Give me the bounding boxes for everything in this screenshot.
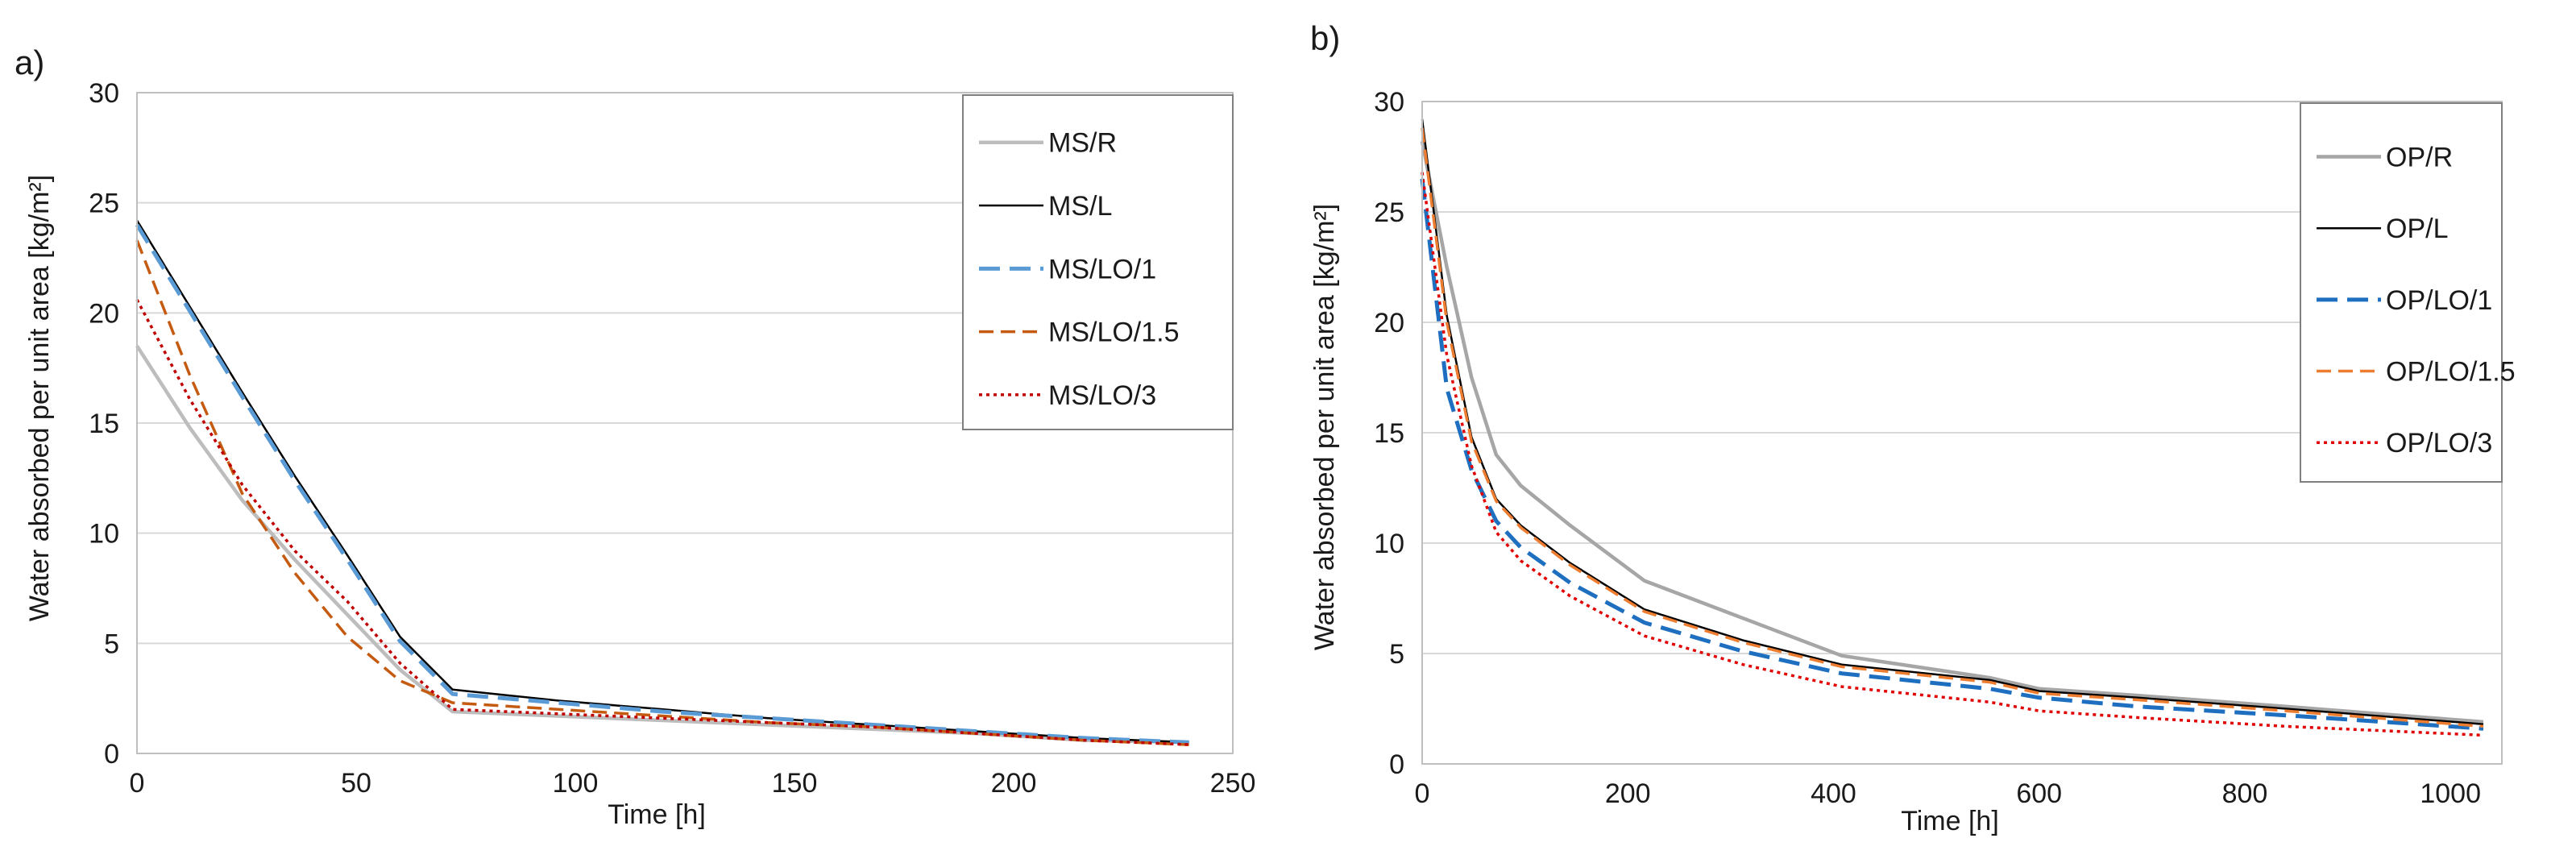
x-tick-label: 1000 bbox=[2420, 778, 2481, 809]
x-tick-label: 250 bbox=[1210, 768, 1256, 799]
legend-label: MS/R bbox=[1048, 128, 1117, 159]
x-tick-label: 100 bbox=[553, 768, 599, 799]
legend-label: OP/LO/1 bbox=[2386, 285, 2492, 316]
x-axis-title: Time [h] bbox=[608, 799, 706, 830]
series-lines bbox=[1420, 118, 2484, 737]
panel-label: a) bbox=[15, 44, 44, 81]
legend-label: MS/LO/1 bbox=[1048, 254, 1156, 284]
y-tick-label: 30 bbox=[89, 78, 119, 109]
legend-box bbox=[962, 94, 1234, 430]
y-tick-label: 20 bbox=[89, 298, 119, 329]
legend-label: OP/R bbox=[2386, 143, 2453, 173]
chart-panel-b: b) Water absorbed per unit area [kg/m²] … bbox=[1309, 19, 2516, 836]
series-lines bbox=[135, 219, 1189, 746]
legend: MS/R MS/L MS/LO/1 MS/LO/1.5 MS/LO/3 bbox=[962, 94, 1234, 430]
x-tick-label: 0 bbox=[130, 768, 145, 799]
x-tick-label: 50 bbox=[341, 768, 371, 799]
y-tick-label: 0 bbox=[104, 739, 119, 770]
x-tick-label: 200 bbox=[1605, 778, 1651, 809]
series-line bbox=[135, 239, 1189, 746]
series-line bbox=[1420, 178, 2484, 731]
series-line bbox=[1421, 172, 2484, 737]
chart-panel-a: a) Water absorbed per unit area [kg/m²] … bbox=[15, 44, 1255, 830]
panel-label: b) bbox=[1310, 19, 1340, 57]
y-tick-label: 30 bbox=[1374, 87, 1404, 118]
legend-label: MS/LO/1.5 bbox=[1048, 317, 1180, 348]
y-tick-label: 25 bbox=[1374, 197, 1404, 228]
axes: 0 5 10 15 20 25 30 0 50 100 150 200 250 bbox=[89, 78, 1255, 799]
y-tick-label: 10 bbox=[1374, 529, 1404, 559]
y-tick-label: 25 bbox=[89, 189, 119, 219]
legend-box bbox=[2300, 102, 2503, 483]
legend-label: OP/LO/3 bbox=[2386, 428, 2492, 459]
series-line bbox=[1421, 118, 2484, 725]
legend-label: OP/LO/1.5 bbox=[2386, 357, 2516, 388]
y-axis-title: Water absorbed per unit area [kg/m²] bbox=[24, 175, 55, 621]
y-tick-label: 5 bbox=[1389, 639, 1404, 670]
y-tick-label: 10 bbox=[89, 519, 119, 550]
y-tick-label: 15 bbox=[89, 409, 119, 439]
series-line bbox=[135, 299, 1189, 746]
series-line bbox=[135, 223, 1189, 745]
series-line bbox=[1420, 140, 2484, 724]
x-tick-label: 0 bbox=[1415, 778, 1430, 809]
x-tick-label: 800 bbox=[2222, 778, 2268, 809]
y-tick-label: 5 bbox=[104, 629, 119, 659]
x-axis-title: Time [h] bbox=[1901, 806, 1999, 836]
x-tick-label: 400 bbox=[1811, 778, 1856, 809]
legend: OP/R OP/L OP/LO/1 OP/LO/1.5 OP/LO/3 bbox=[2300, 102, 2516, 483]
series-line bbox=[1421, 127, 2484, 728]
legend-label: OP/L bbox=[2386, 214, 2448, 244]
x-tick-label: 200 bbox=[991, 768, 1037, 799]
y-tick-label: 15 bbox=[1374, 418, 1404, 449]
y-tick-label: 20 bbox=[1374, 308, 1404, 338]
x-tick-label: 150 bbox=[772, 768, 818, 799]
y-tick-label: 0 bbox=[1389, 749, 1404, 780]
legend-label: MS/LO/3 bbox=[1048, 380, 1156, 411]
x-tick-label: 600 bbox=[2016, 778, 2062, 809]
y-axis-title: Water absorbed per unit area [kg/m²] bbox=[1309, 204, 1340, 650]
legend-label: MS/L bbox=[1048, 191, 1112, 222]
